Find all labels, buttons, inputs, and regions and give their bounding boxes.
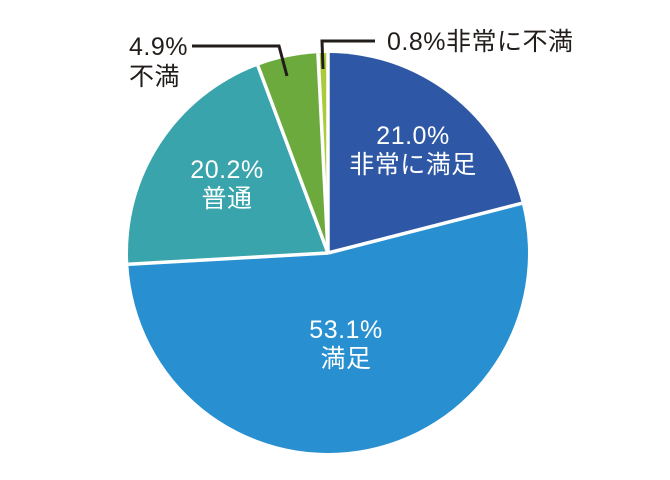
slice-value-very-satisfied: 21.0% [376,122,450,150]
slice-name-satisfied: 満足 [320,345,372,373]
pie-slice-satisfied [128,203,528,453]
leader-line-dissatisfied [192,44,289,77]
slice-name-dissatisfied: 不満 [129,62,181,91]
leader-line-very-dissatisfied [320,39,375,70]
slice-separator [327,201,523,255]
slice-label-dissatisfied: 4.9% 不満 [129,33,188,92]
pie-slice-very-satisfied [328,53,522,253]
slice-label-neutral: 20.2% 普通 [190,156,263,214]
slice-value-very-dissatisfied: 0.8% [387,28,446,56]
pie-slice-neutral [128,65,328,265]
slice-label-satisfied: 53.1% 満足 [309,316,382,374]
slice-name-very-satisfied: 非常に満足 [349,151,477,179]
slice-value-dissatisfied: 4.9% [129,33,188,61]
slice-label-very-dissatisfied: 0.8%非常に不満 [387,28,574,57]
slice-label-very-satisfied: 21.0% 非常に満足 [349,122,477,180]
slice-name-neutral: 普通 [201,185,253,213]
slice-separator [316,53,330,254]
slice-separator [128,251,329,267]
slice-separator [256,65,330,254]
slice-value-neutral: 20.2% [190,156,264,184]
slice-value-satisfied: 53.1% [309,316,383,344]
slice-name-very-dissatisfied: 非常に不満 [445,28,574,56]
